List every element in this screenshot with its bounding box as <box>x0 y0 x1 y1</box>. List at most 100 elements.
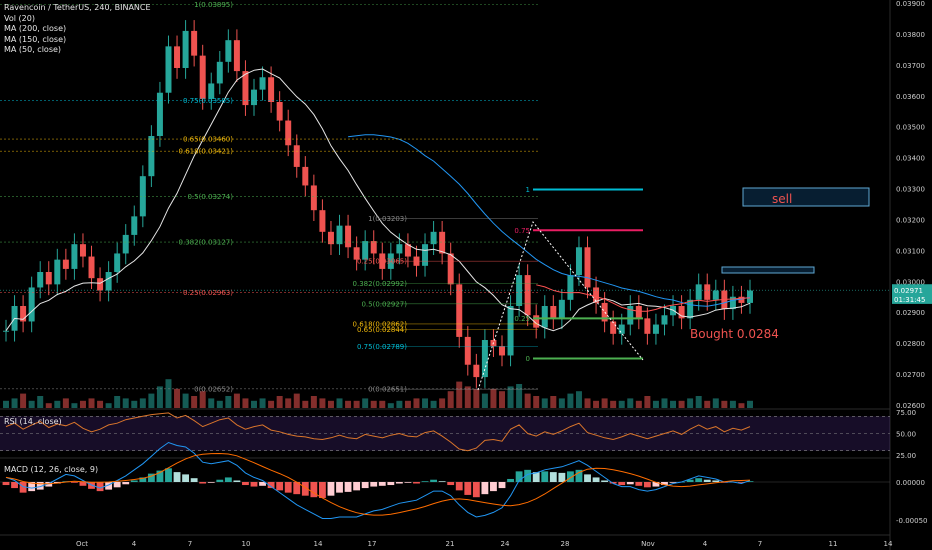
volume-bar <box>464 386 471 408</box>
macd-histogram-bar <box>532 472 540 482</box>
candle-body <box>601 302 608 322</box>
candle-body <box>473 364 480 378</box>
volume-bar <box>404 400 411 408</box>
x-tick-label: 10 <box>242 540 251 548</box>
macd-histogram-bar <box>661 482 668 486</box>
candle-body <box>533 315 540 328</box>
macd-histogram-bar <box>2 482 10 486</box>
macd-histogram-bar <box>703 479 711 482</box>
y-tick-label: 0.02700 <box>896 371 925 379</box>
x-tick-label: 28 <box>561 540 570 548</box>
y-tick-label: 0.03700 <box>896 62 925 70</box>
macd-histogram-bar <box>207 482 215 483</box>
macd-histogram-bar <box>387 482 395 486</box>
target-box <box>721 266 815 274</box>
volume-bar <box>678 400 685 408</box>
volume-bar <box>20 393 27 408</box>
candle-body <box>122 234 129 254</box>
y-tick-label: 0.03900 <box>896 0 925 8</box>
macd-histogram-bar <box>233 480 241 482</box>
y-tick-label: 0.03100 <box>896 247 925 255</box>
macd-histogram-bar <box>310 482 318 498</box>
volume-bar <box>28 400 35 408</box>
candle-body <box>627 306 634 325</box>
candle-body <box>37 272 44 288</box>
legend-ma150[interactable]: MA (150, close) <box>4 34 67 44</box>
x-tick-label: 24 <box>501 540 510 548</box>
macd-pane-label[interactable]: MACD (12, 26, close, 9) <box>4 465 99 474</box>
volume-bar <box>345 400 352 408</box>
macd-histogram-bar <box>515 471 523 482</box>
volume-bar <box>704 400 711 408</box>
volume-bar <box>62 398 69 408</box>
fib-level-label: 0.382(0.02992) <box>353 280 408 288</box>
y-tick-label: 0.02600 <box>896 402 925 410</box>
volume-bar <box>174 388 181 408</box>
y-tick-label: 0.03800 <box>896 31 925 39</box>
candle-body <box>353 247 360 260</box>
candle-body <box>644 318 651 334</box>
candle-body <box>208 83 215 99</box>
fib-level-label: 0.25(0.03065) <box>357 258 407 266</box>
macd-histogram-bar <box>259 482 266 486</box>
volume-bar <box>379 400 386 408</box>
rsi-pane-label[interactable]: RSI (14, close) <box>4 417 62 426</box>
x-tick-label: 21 <box>446 540 455 548</box>
macd-histogram-bar <box>549 472 557 482</box>
candle-body <box>327 231 334 245</box>
volume-bar <box>148 393 155 408</box>
macd-histogram-bar <box>686 479 694 482</box>
legend-ma200[interactable]: MA (200, close) <box>4 24 67 33</box>
volume-bar <box>610 400 617 408</box>
macd-histogram-bar <box>490 482 497 492</box>
candle-body <box>62 259 69 269</box>
fib-level-label: 0(0.02652) <box>194 385 233 393</box>
macd-histogram-bar <box>139 477 147 482</box>
macd-histogram-bar <box>592 477 600 482</box>
ma-line-red <box>536 284 751 312</box>
x-tick-label: 7 <box>188 540 192 548</box>
macd-histogram-bar <box>455 482 463 491</box>
volume-bar <box>268 400 275 408</box>
candle-body <box>285 120 292 146</box>
volume-bar <box>122 398 129 408</box>
legend-ma50[interactable]: MA (50, close) <box>4 45 62 54</box>
volume-bar <box>635 400 642 408</box>
macd-histogram-bar <box>361 482 369 489</box>
candle-body <box>251 89 257 106</box>
macd-histogram-bar <box>113 482 121 488</box>
symbol-title[interactable]: Ravencoin / TetherUS, 240, BINANCE <box>4 3 151 12</box>
fib-level-label: 0.75(0.03585) <box>183 97 233 105</box>
y-tick-label: 0.03200 <box>896 216 925 224</box>
volume-bar <box>362 398 369 408</box>
volume-bar <box>627 398 634 408</box>
macd-histogram-bar <box>276 482 284 491</box>
sell-box <box>742 187 870 207</box>
volume-bar <box>293 393 300 408</box>
volume-bar <box>550 396 557 408</box>
candle-body <box>131 216 138 235</box>
legend-vol[interactable]: Vol (20) <box>4 13 35 23</box>
candle-body <box>345 225 352 248</box>
x-tick-label: Oct <box>76 540 88 548</box>
bought-label: Bought 0.0284 <box>690 327 779 341</box>
macd-histogram-bar <box>712 480 720 482</box>
macd-histogram-bar <box>105 482 113 490</box>
candle-body <box>396 244 403 254</box>
volume-bar <box>276 396 283 408</box>
rsi-tick-label: 75.00 <box>896 409 916 417</box>
macd-histogram-bar <box>336 482 343 493</box>
candle-body <box>148 136 155 177</box>
macd-histogram-bar <box>19 482 27 493</box>
volume-bar <box>233 393 240 408</box>
volume-bar <box>156 386 163 408</box>
volume-bar <box>319 398 326 408</box>
candle-body <box>507 306 514 356</box>
candle-body <box>28 287 35 322</box>
fib-small-label: 0 <box>526 355 530 363</box>
macd-tick-label: -0.00050 <box>896 517 927 525</box>
macd-histogram-bar <box>584 474 591 482</box>
y-tick-label: 0.03000 <box>896 278 925 286</box>
candle-body <box>370 241 377 254</box>
